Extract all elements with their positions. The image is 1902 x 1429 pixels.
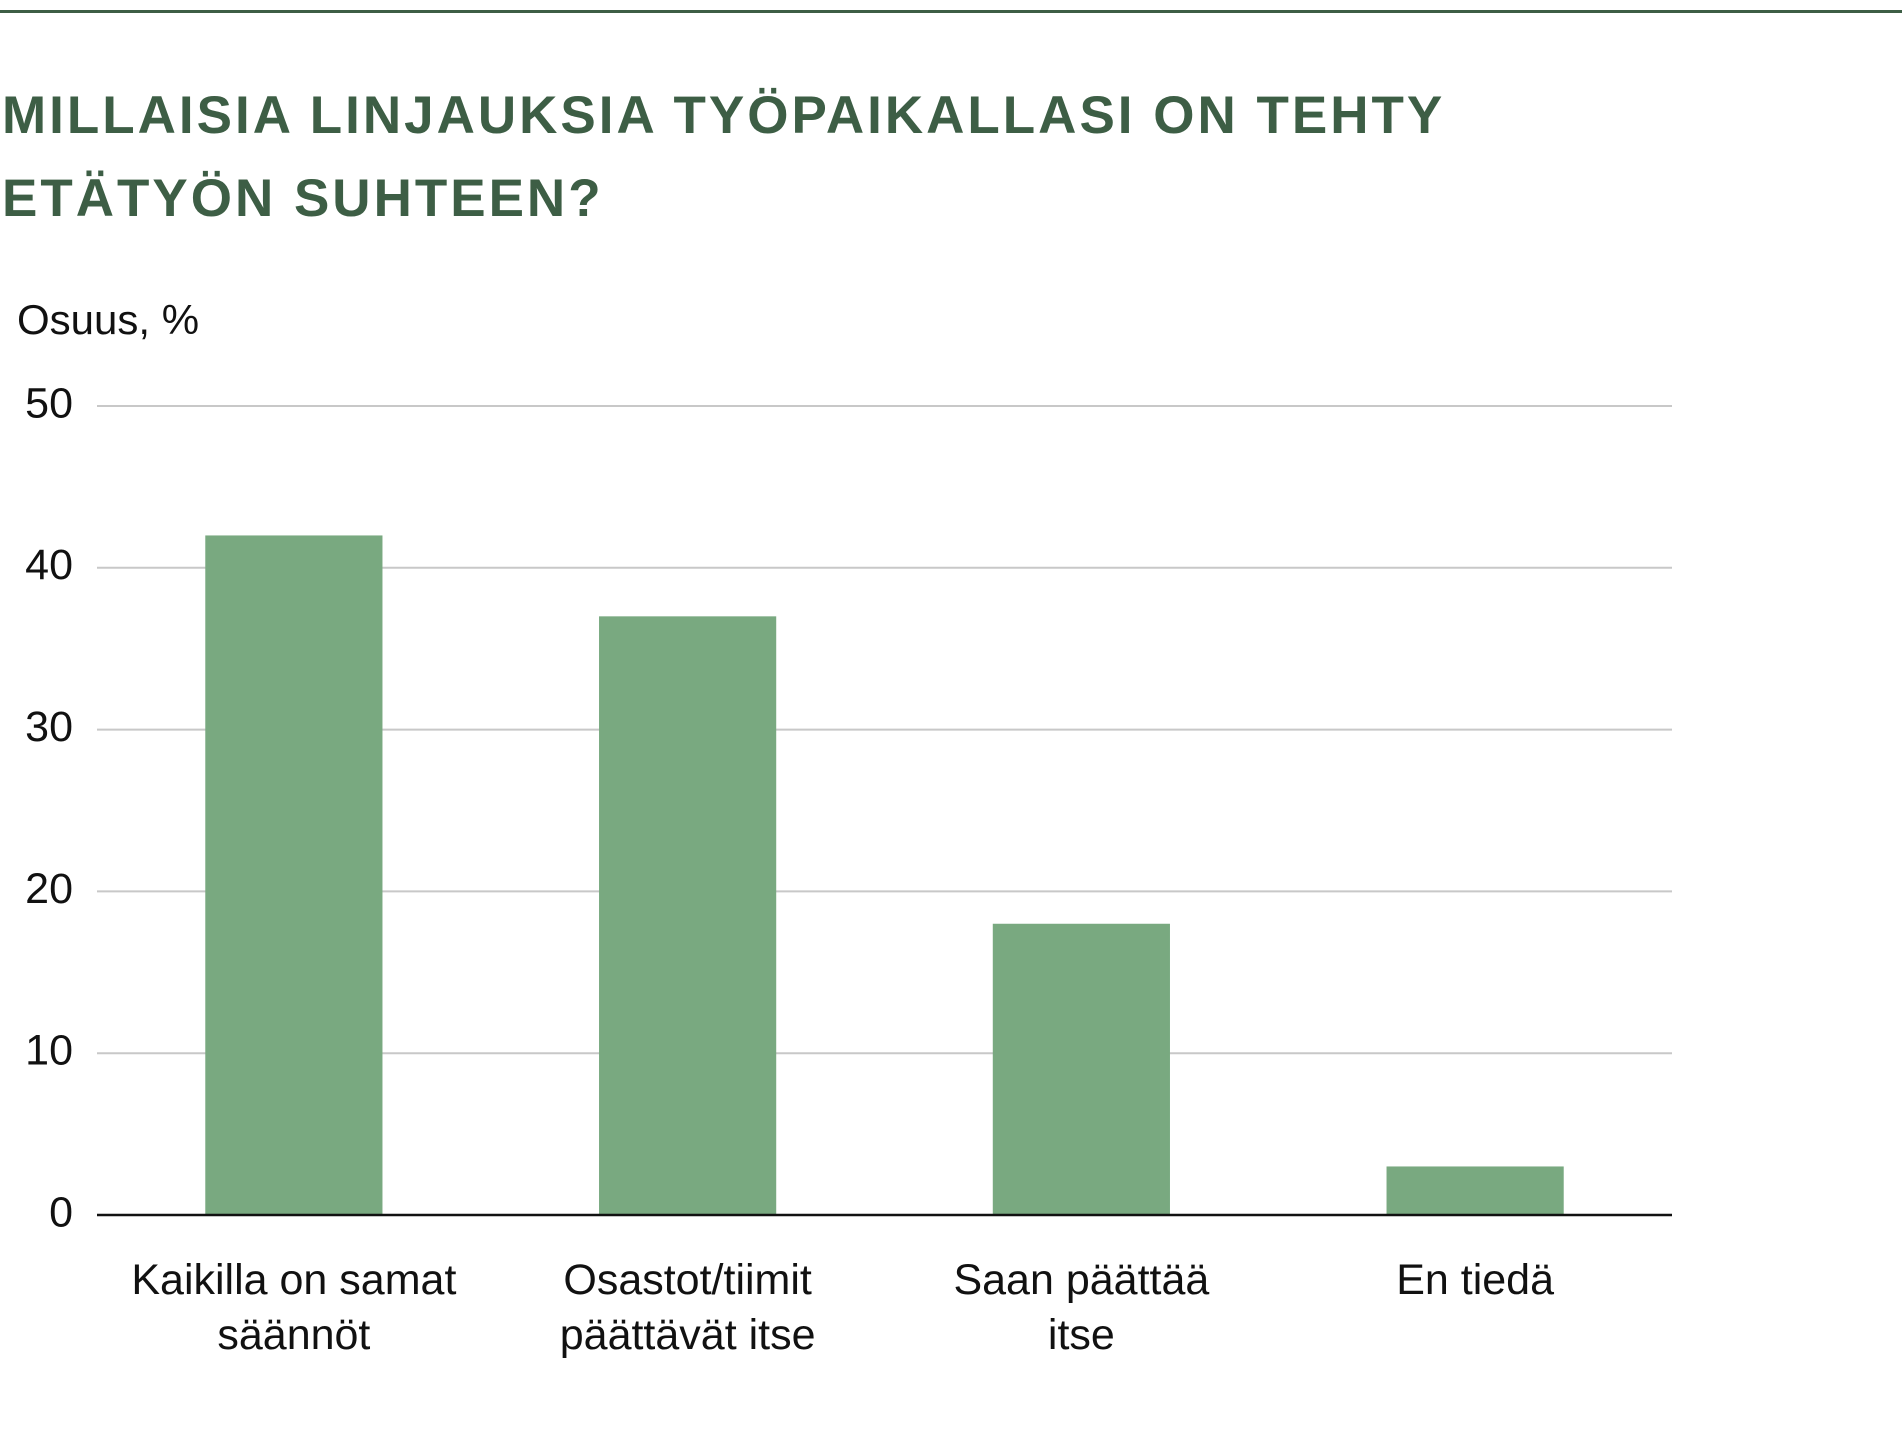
x-tick-label: Osastot/tiimit päättävät itse (559, 1256, 816, 1359)
chart-title: MILLAISIA LINJAUKSIA TYÖPAIKALLASI ON TE… (2, 86, 1445, 228)
y-axis-label: Osuus, % (17, 296, 200, 343)
y-tick-label: 0 (49, 1188, 73, 1236)
y-tick-label: 20 (25, 865, 73, 913)
y-tick-label: 50 (25, 379, 73, 427)
x-tick-label: Kaikilla on samat säännöt (131, 1256, 457, 1359)
y-tick-label: 10 (25, 1027, 73, 1075)
y-tick-label: 40 (25, 541, 73, 589)
y-tick-label: 30 (25, 703, 73, 751)
x-tick-label: Saan päättää itse (953, 1256, 1210, 1359)
bar (992, 923, 1170, 1215)
bar (205, 535, 383, 1215)
x-tick-label: En tiedä (1396, 1256, 1555, 1304)
bar (1386, 1166, 1564, 1215)
top-rule (0, 10, 1902, 13)
bar (599, 616, 777, 1215)
